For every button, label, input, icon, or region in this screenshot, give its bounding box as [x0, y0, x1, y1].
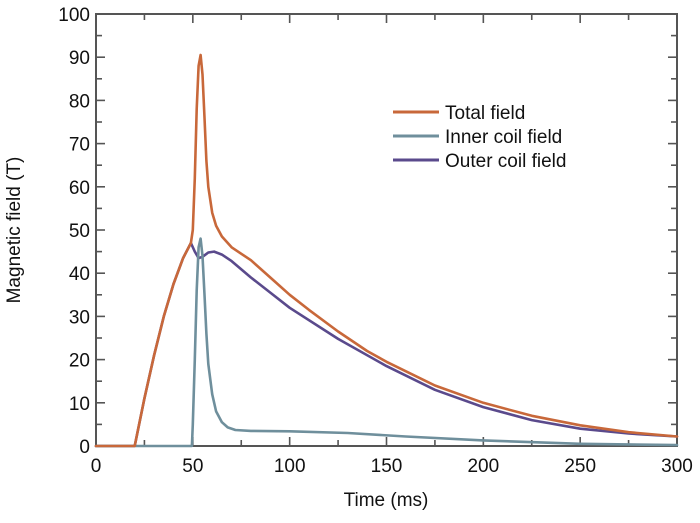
- plot-border: [95, 13, 678, 447]
- axis-ticks: [95, 13, 678, 447]
- x-tick-label: 50: [182, 456, 203, 477]
- plot-frame: [95, 13, 678, 447]
- y-tick-label: 60: [69, 178, 90, 199]
- series-lines: [94, 53, 679, 448]
- x-tick-label: 250: [564, 456, 596, 477]
- y-tick-labels: 0 10 20 30 40 50 60 70 80 90 100: [58, 5, 90, 458]
- y-tick-label: 40: [69, 264, 90, 285]
- legend-label: Outer coil field: [445, 151, 566, 172]
- y-tick-label: 20: [69, 351, 90, 372]
- y-axis-title: Magnetic field (T): [4, 157, 25, 304]
- x-axis-title: Time (ms): [344, 490, 429, 511]
- y-tick-label: 30: [69, 307, 90, 328]
- y-tick-label: 10: [69, 394, 90, 415]
- series-line-inner-coil-field: [94, 237, 679, 448]
- y-tick-label: 0: [79, 437, 90, 458]
- series-line-total-field: [94, 53, 679, 448]
- x-tick-label: 300: [661, 456, 693, 477]
- y-tick-label: 90: [69, 48, 90, 69]
- series-line-outer-coil-field: [94, 241, 679, 448]
- x-tick-label: 200: [467, 456, 499, 477]
- legend: Total field Inner coil field Outer coil fi…: [393, 103, 566, 172]
- y-tick-label: 100: [58, 5, 90, 26]
- x-tick-labels: 0 50 100 150 200 250 300: [91, 456, 693, 477]
- y-tick-label: 80: [69, 91, 90, 112]
- x-tick-label: 150: [371, 456, 403, 477]
- legend-label: Inner coil field: [445, 127, 562, 148]
- y-tick-label: 70: [69, 135, 90, 156]
- legend-label: Total field: [445, 103, 525, 124]
- y-tick-label: 50: [69, 221, 90, 242]
- x-tick-label: 0: [91, 456, 102, 477]
- x-tick-label: 100: [274, 456, 306, 477]
